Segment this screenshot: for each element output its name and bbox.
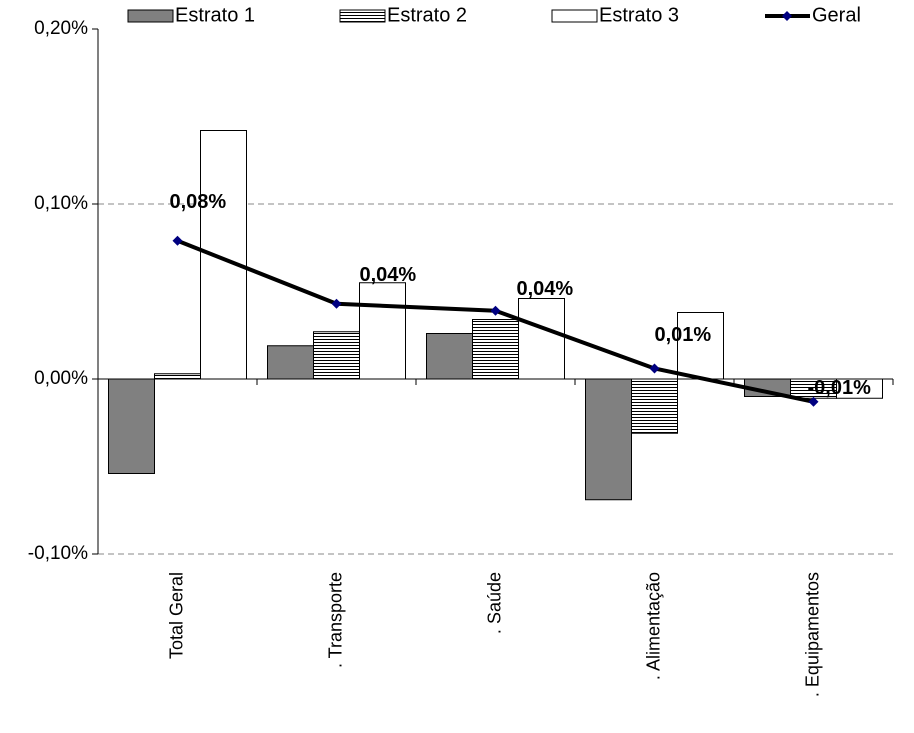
x-tick-label: . Transporte (325, 572, 345, 668)
bar (585, 378, 632, 501)
x-tick-label: . Alimentação (643, 572, 663, 680)
bar (677, 312, 724, 380)
value-label: -0,01% (808, 377, 872, 399)
y-tick-label: 0,20% (34, 18, 88, 39)
bar (154, 373, 201, 380)
x-tick-label: . Equipamentos (802, 572, 822, 697)
bar (518, 298, 565, 380)
marker (331, 298, 342, 309)
x-tick-label: . Saúde (484, 572, 504, 634)
legend-label: Estrato 1 (175, 4, 255, 26)
bar (472, 319, 519, 380)
bar (359, 282, 406, 380)
marker (172, 235, 183, 246)
value-label: 0,01% (655, 324, 712, 346)
legend-marker (782, 11, 792, 21)
value-label: 0,04% (517, 278, 574, 300)
marker (490, 305, 501, 316)
bar (313, 331, 360, 380)
x-tick-label: Total Geral (166, 572, 186, 659)
marker (649, 363, 660, 374)
bar (426, 333, 473, 380)
bar (631, 378, 678, 434)
value-label: 0,08% (170, 191, 227, 213)
y-tick-label: 0,00% (34, 368, 88, 389)
marker (808, 396, 819, 407)
y-tick-label: -0,10% (28, 543, 88, 564)
y-tick-label: 0,10% (34, 193, 88, 214)
bar (108, 378, 155, 474)
legend-label: Estrato 3 (599, 4, 679, 26)
legend-label: Estrato 2 (387, 4, 467, 26)
bar (267, 345, 314, 380)
legend-swatch (127, 9, 174, 23)
value-label: 0,04% (360, 264, 417, 286)
legend-swatch (551, 9, 598, 23)
legend-label: Geral (812, 4, 861, 26)
bar (836, 378, 883, 399)
bar (200, 130, 247, 380)
legend-swatch (339, 9, 386, 23)
